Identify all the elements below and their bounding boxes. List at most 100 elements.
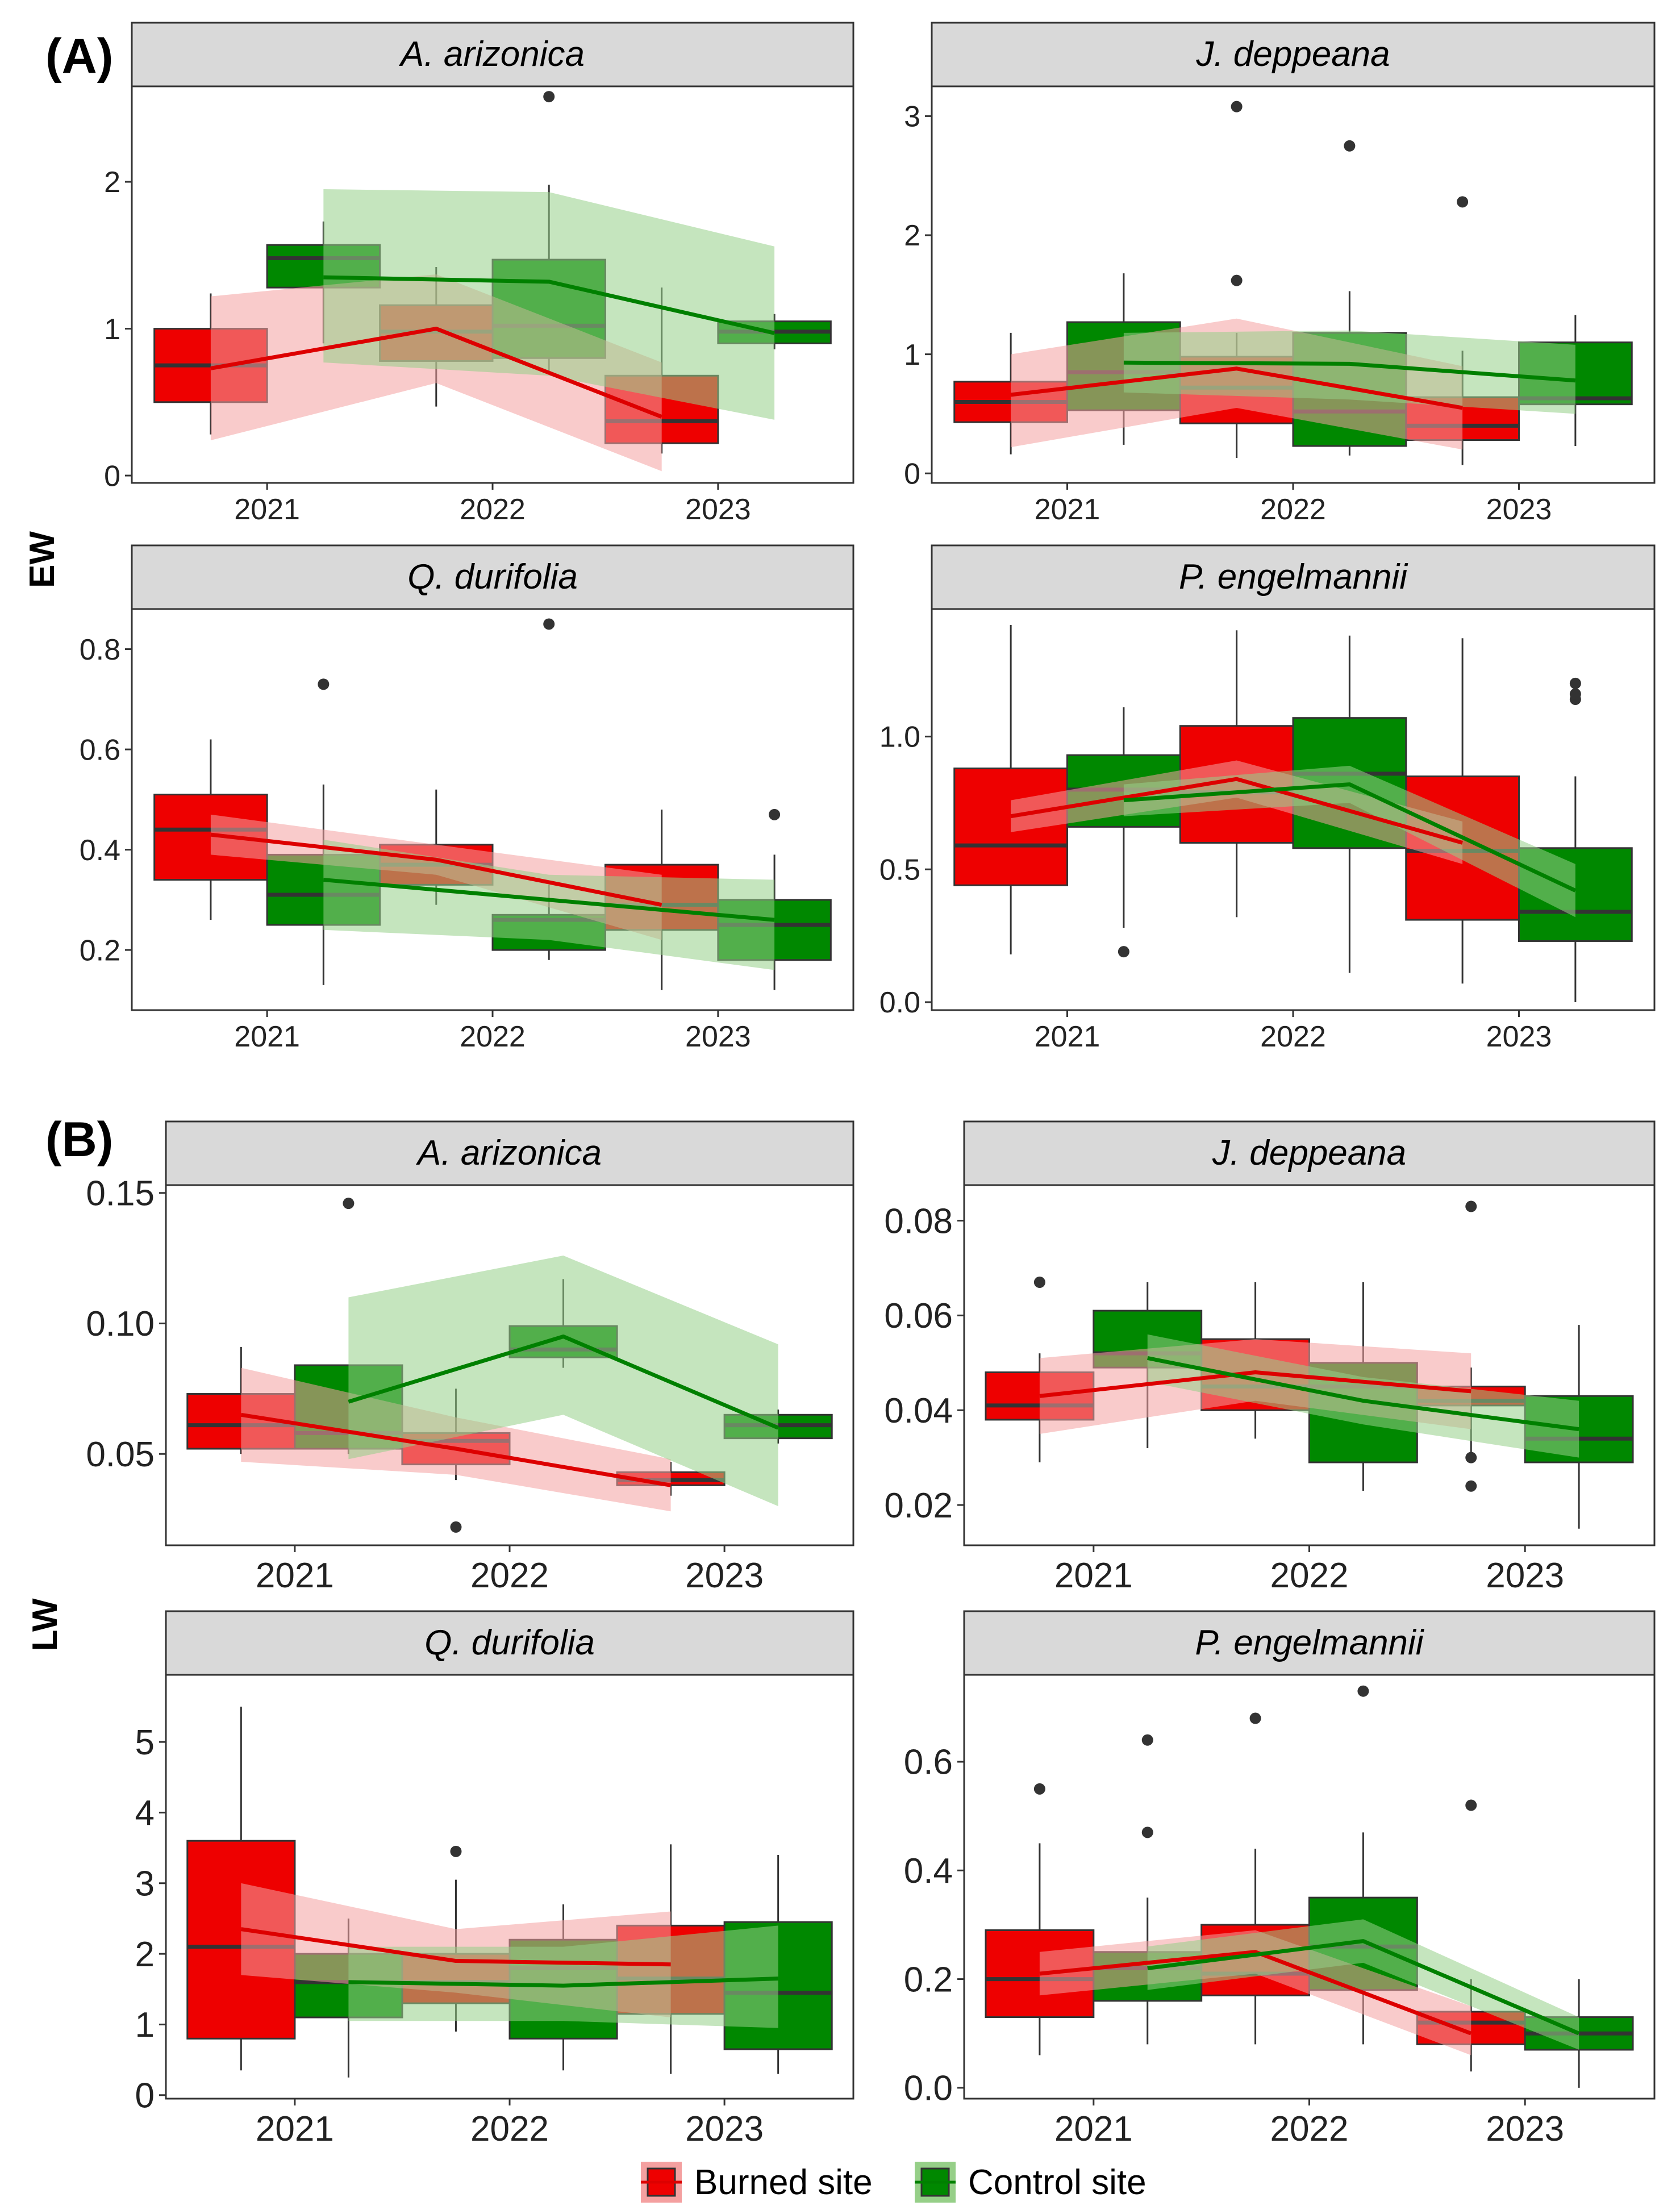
outlier-point: [1249, 1712, 1261, 1724]
y-tick-label: 0.15: [86, 1174, 155, 1213]
x-tick-label: 2022: [1270, 2109, 1349, 2149]
x-tick-label: 2023: [685, 1020, 751, 1053]
y-tick-label: 3: [135, 1864, 155, 1903]
outlier-point: [1344, 140, 1356, 152]
y-tick-label: 0: [135, 2076, 155, 2115]
y-tick-label: 0.4: [80, 834, 120, 867]
panel-B-2: J. deppeana 0.02 0.04 0.06 0.08 2021 2022 2023: [884, 1120, 1656, 1595]
x-tick-label: 2023: [1486, 1020, 1552, 1053]
trend-line-control: [1147, 1356, 1579, 1432]
x-tick-label: 2023: [685, 2109, 764, 2149]
panel-strip: [131, 22, 854, 87]
y-tick-label: 0: [904, 457, 920, 490]
trend-line-burned: [210, 832, 662, 907]
y-tick-label: 0.04: [884, 1391, 953, 1431]
x-tick-label: 2021: [1054, 2109, 1133, 2149]
y-tick-label: 0.05: [86, 1435, 155, 1474]
x-tick-label: 2023: [1486, 2109, 1564, 2149]
panel-B-4: P. engelmannii 0.0 0.2 0.4 0.6 2021 2022 2023: [904, 1610, 1656, 2149]
outlier-point: [1141, 1827, 1153, 1838]
ribbon-control: [348, 1256, 778, 1507]
panel-title: Q. durifolia: [407, 557, 578, 597]
trend-line-control: [1147, 1939, 1580, 2036]
panel-A-4: P. engelmannii 0.0 0.5 1.0 2021 2022 2023: [879, 544, 1656, 1053]
outlier-point: [1465, 1452, 1477, 1463]
trend-line-control: [323, 275, 775, 335]
x-tick-label: 2023: [685, 1556, 764, 1595]
y-tick-label: 0.5: [879, 853, 920, 886]
x-tick-label: 2022: [1260, 1020, 1326, 1053]
y-tick-label: 1.0: [879, 721, 920, 754]
panel-A-1: A. arizonica 0 1 2 2021 2022 2023: [104, 22, 854, 526]
x-tick-label: 2022: [460, 493, 526, 526]
panel-title: J. deppeana: [1212, 1133, 1406, 1173]
panel-title: P. engelmannii: [1195, 1623, 1424, 1662]
outlier-point: [1231, 101, 1243, 112]
x-tick-label: 2021: [1035, 1020, 1100, 1053]
y-tick-label: 0.02: [884, 1486, 953, 1525]
x-tick-label: 2021: [1054, 1556, 1133, 1595]
x-tick-label: 2023: [1486, 493, 1552, 526]
y-tick-label: 2: [904, 219, 920, 252]
y-tick-label: 0.6: [904, 1743, 953, 1782]
y-tick-label: 0: [104, 460, 120, 493]
x-tick-label: 2022: [470, 1556, 549, 1595]
y-tick-label: 3: [904, 101, 920, 134]
y-tick-label: 0.0: [904, 2069, 953, 2108]
trend-line-burned: [240, 1412, 672, 1487]
y-tick-label: 0.2: [80, 934, 120, 967]
outlier-point: [1033, 1783, 1045, 1795]
panel-A-2: J. deppeana 0 1 2 3 2021 2022 2023: [904, 22, 1656, 526]
y-tick-label: 2: [104, 166, 120, 199]
x-tick-label: 2023: [685, 493, 751, 526]
trend-line-control: [323, 878, 775, 922]
panel-B-1: A. arizonica 0.05 0.10 0.15 2021 2022 2023: [86, 1120, 854, 1595]
trend-line-burned: [1010, 366, 1463, 410]
panel-A-3: Q. durifolia 0.2 0.4 0.6 0.8 2021 2022 2023: [80, 544, 854, 1053]
ribbon-control: [323, 839, 775, 970]
trend-line-burned: [240, 1927, 671, 1967]
outlier-point: [318, 678, 330, 690]
ribbon-control: [1123, 330, 1575, 414]
panel-title: Q. durifolia: [424, 1623, 595, 1662]
panel-title: P. engelmannii: [1179, 557, 1408, 597]
trend-line-control: [1123, 360, 1576, 383]
outlier-point: [1118, 946, 1129, 958]
legend: Burned site Control site: [641, 2162, 1147, 2203]
y-tick-label: 0.8: [80, 633, 120, 666]
panel-title: A. arizonica: [415, 1133, 602, 1173]
x-tick-label: 2021: [256, 1556, 334, 1595]
section-label-a: (A): [45, 29, 113, 84]
outlier-point: [543, 91, 555, 103]
trend-line-burned: [1039, 1370, 1471, 1398]
outlier-point: [1569, 688, 1581, 700]
trend-line-burned: [210, 327, 662, 419]
y-tick-label: 0.08: [884, 1202, 953, 1241]
legend-item-burned[interactable]: Burned site: [641, 2162, 873, 2203]
legend-label-burned: Burned site: [694, 2163, 873, 2202]
outlier-point: [1569, 677, 1581, 689]
x-tick-label: 2022: [460, 1020, 526, 1053]
panel-strip: [963, 1610, 1656, 1676]
outlier-point: [450, 1521, 462, 1533]
x-tick-label: 2022: [470, 2109, 549, 2149]
x-tick-label: 2023: [1486, 1556, 1564, 1595]
panels: A. arizonica 0 1 2 2021 2022 2023 J. deppeana 0 1…: [80, 22, 1656, 2149]
legend-item-control[interactable]: Control site: [915, 2162, 1147, 2203]
x-tick-label: 2021: [234, 1020, 300, 1053]
y-tick-label: 4: [135, 1794, 155, 1833]
trend-line-control: [348, 1977, 778, 1988]
ribbon-control: [323, 189, 775, 420]
panel-strip: [931, 544, 1656, 610]
legend-label-control: Control site: [968, 2163, 1147, 2202]
x-tick-label: 2022: [1270, 1556, 1349, 1595]
y-tick-label: 1: [104, 313, 120, 346]
panel-title: A. arizonica: [398, 35, 585, 74]
panel-strip: [963, 1120, 1656, 1186]
trend-line-control: [348, 1334, 779, 1430]
panel-strip: [165, 1120, 854, 1186]
panel-title: J. deppeana: [1195, 35, 1390, 74]
y-tick-label: 1: [904, 339, 920, 372]
trend-line-burned: [1039, 1950, 1472, 2036]
